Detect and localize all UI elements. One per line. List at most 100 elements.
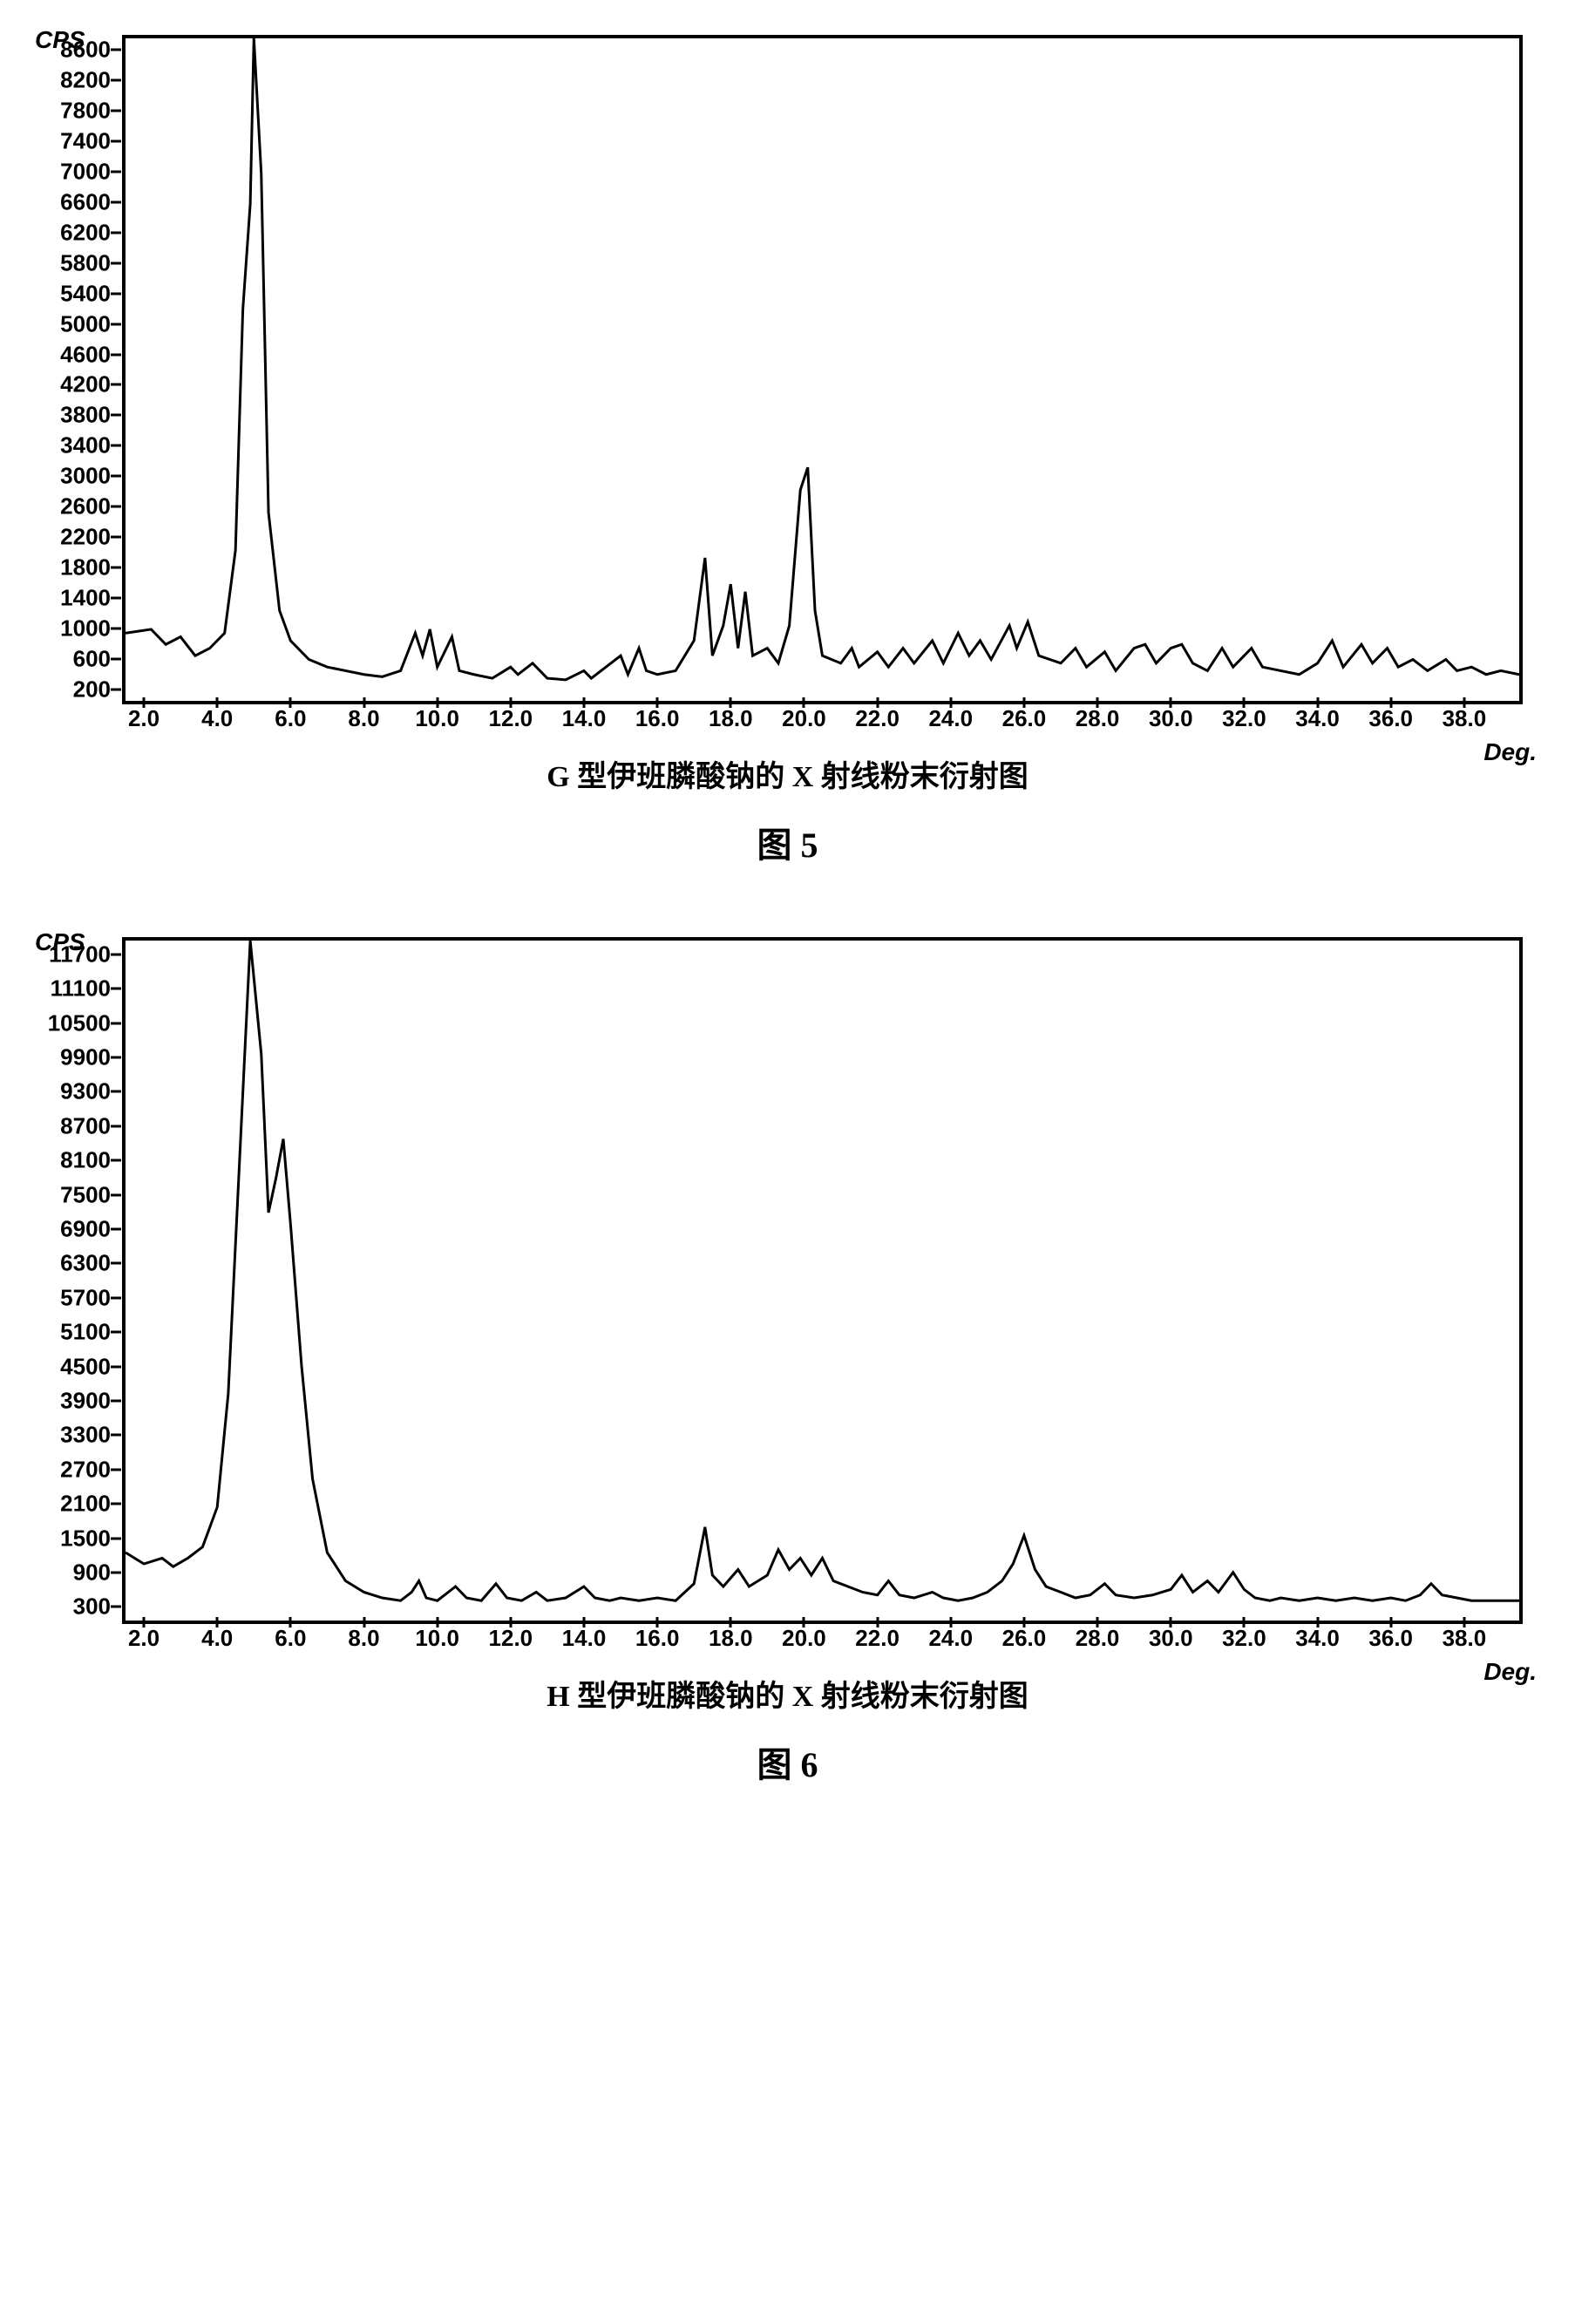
x-tick-label: 26.0 (1002, 1625, 1047, 1652)
x-tick-label: 32.0 (1222, 1625, 1266, 1652)
y-tick-mark (111, 414, 121, 417)
y-tick-mark (111, 79, 121, 82)
y-tick-mark (111, 1399, 121, 1402)
y-tick-label: 300 (73, 1594, 111, 1621)
y-tick-mark (111, 596, 121, 599)
chart-title: G 型伊班膦酸钠的 X 射线粉末衍射图 (26, 752, 1549, 795)
y-tick-mark (111, 201, 121, 204)
y-tick-mark (111, 384, 121, 386)
y-tick-label: 200 (73, 676, 111, 703)
y-tick-mark (111, 231, 121, 234)
x-tick-label: 32.0 (1222, 705, 1266, 732)
y-tick-label: 9900 (60, 1043, 111, 1070)
y-tick-label: 900 (73, 1559, 111, 1586)
y-tick-label: 2700 (60, 1456, 111, 1483)
y-tick-mark (111, 171, 121, 173)
x-tick-label: 18.0 (709, 1625, 753, 1652)
x-ticks: 2.04.06.08.010.012.014.016.018.020.022.0… (126, 1621, 1519, 1655)
y-tick-mark (111, 1331, 121, 1334)
y-tick-mark (111, 1503, 121, 1505)
x-tick-label: 30.0 (1149, 705, 1193, 732)
chart-g-container: CPS2006001000140018002200260030003400380… (26, 35, 1549, 867)
y-tick-mark (111, 353, 121, 356)
x-tick-label: 38.0 (1443, 1625, 1487, 1652)
y-tick-mark (111, 445, 121, 447)
x-tick-label: 2.0 (128, 1625, 160, 1652)
y-tick-mark (111, 1262, 121, 1265)
y-tick-label: 7800 (60, 98, 111, 125)
x-tick-label: 38.0 (1443, 705, 1487, 732)
y-tick-mark (111, 1022, 121, 1024)
x-tick-label: 4.0 (201, 1625, 233, 1652)
y-tick-label: 5700 (60, 1284, 111, 1311)
y-tick-mark (111, 1365, 121, 1368)
x-tick-label: 10.0 (415, 705, 459, 732)
xrd-polyline (126, 941, 1519, 1600)
x-tick-label: 22.0 (855, 1625, 900, 1652)
y-tick-label: 7500 (60, 1181, 111, 1208)
x-unit-label: Deg. (1483, 1658, 1537, 1686)
y-tick-mark (111, 988, 121, 990)
plot-area: 2.04.06.08.010.012.014.016.018.020.022.0… (122, 937, 1523, 1624)
x-tick-label: 34.0 (1295, 705, 1340, 732)
chart-g-box: CPS2006001000140018002200260030003400380… (122, 35, 1523, 704)
y-tick-label: 1500 (60, 1525, 111, 1552)
x-ticks: 2.04.06.08.010.012.014.016.018.020.022.0… (126, 701, 1519, 736)
y-tick-mark (111, 1468, 121, 1471)
y-tick-mark (111, 566, 121, 568)
y-tick-label: 5000 (60, 310, 111, 337)
x-unit-label: Deg. (1483, 738, 1537, 766)
y-tick-mark (111, 475, 121, 478)
y-tick-mark (111, 1537, 121, 1539)
y-tick-label: 7000 (60, 159, 111, 186)
x-tick-label: 30.0 (1149, 1625, 1193, 1652)
y-tick-label: 3900 (60, 1387, 111, 1414)
x-tick-label: 26.0 (1002, 705, 1047, 732)
y-tick-label: 1000 (60, 615, 111, 642)
y-tick-label: 1800 (60, 554, 111, 581)
y-tick-mark (111, 1193, 121, 1196)
y-tick-label: 8600 (60, 37, 111, 64)
x-tick-label: 20.0 (782, 1625, 826, 1652)
y-ticks: 3009001500210027003300390045005100570063… (39, 937, 118, 1624)
x-tick-label: 16.0 (635, 1625, 680, 1652)
x-tick-label: 8.0 (348, 1625, 379, 1652)
y-tick-label: 3000 (60, 463, 111, 490)
y-tick-label: 3400 (60, 432, 111, 459)
y-tick-mark (111, 323, 121, 325)
x-tick-label: 12.0 (489, 1625, 533, 1652)
y-tick-mark (111, 1227, 121, 1230)
y-tick-mark (111, 292, 121, 295)
x-tick-label: 34.0 (1295, 1625, 1340, 1652)
x-tick-label: 28.0 (1076, 1625, 1120, 1652)
y-tick-mark (111, 1571, 121, 1573)
x-tick-label: 8.0 (348, 705, 379, 732)
plot-area: 2.04.06.08.010.012.014.016.018.020.022.0… (122, 35, 1523, 704)
y-tick-mark (111, 49, 121, 51)
x-tick-label: 24.0 (928, 1625, 973, 1652)
y-tick-mark (111, 1159, 121, 1162)
y-tick-mark (111, 953, 121, 955)
xrd-polyline (126, 38, 1519, 680)
y-tick-mark (111, 1125, 121, 1127)
y-tick-label: 600 (73, 645, 111, 672)
y-tick-mark (111, 688, 121, 690)
y-tick-label: 8100 (60, 1147, 111, 1174)
y-ticks: 2006001000140018002200260030003400380042… (39, 35, 118, 704)
y-tick-label: 7400 (60, 128, 111, 155)
x-tick-label: 14.0 (562, 1625, 607, 1652)
y-tick-label: 5400 (60, 280, 111, 307)
x-tick-label: 24.0 (928, 705, 973, 732)
x-tick-label: 2.0 (128, 705, 160, 732)
y-tick-label: 6900 (60, 1215, 111, 1242)
y-tick-label: 8200 (60, 67, 111, 94)
chart-h-box: CPS3009001500210027003300390045005100570… (122, 937, 1523, 1624)
x-tick-label: 22.0 (855, 705, 900, 732)
y-tick-label: 3300 (60, 1422, 111, 1449)
y-tick-label: 4500 (60, 1353, 111, 1380)
y-tick-mark (111, 536, 121, 539)
y-tick-mark (111, 140, 121, 143)
x-tick-label: 36.0 (1368, 705, 1413, 732)
chart-title: H 型伊班膦酸钠的 X 射线粉末衍射图 (26, 1672, 1549, 1715)
x-tick-label: 14.0 (562, 705, 607, 732)
